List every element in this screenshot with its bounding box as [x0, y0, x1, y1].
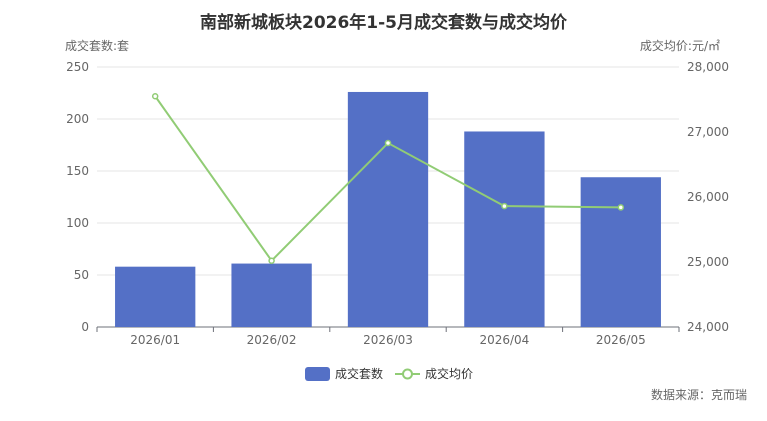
bar [464, 131, 545, 327]
y-tick-label-left: 50 [74, 268, 89, 282]
y-tick-label-left: 0 [81, 320, 89, 334]
bar [115, 266, 196, 327]
bar [347, 91, 429, 328]
y-tick-label-right: 26,000 [687, 190, 729, 204]
y-tick-label-right: 27,000 [687, 125, 729, 139]
legend-line-marker [402, 368, 413, 380]
y-tick-label-right: 25,000 [687, 255, 729, 269]
chart-title: 南部新城板块2026年1-5月成交套数与成交均价 [199, 13, 568, 33]
x-tick-label: 2026/03 [363, 333, 413, 347]
legend-bar-label: 成交套数 [335, 366, 383, 381]
y-tick-label-right: 28,000 [687, 60, 729, 74]
legend-line-label: 成交均价 [425, 366, 473, 381]
x-tick-label: 2026/02 [247, 333, 297, 347]
x-tick-label: 2026/05 [596, 333, 646, 347]
line-point [384, 139, 392, 147]
left-axis-unit: 成交套数:套 [65, 39, 130, 53]
line-point [268, 257, 275, 264]
line-point [151, 93, 159, 100]
y-tick-label-right: 24,000 [687, 320, 729, 334]
x-tick-label: 2026/01 [130, 333, 180, 347]
right-axis-unit: 成交均价:元/㎡ [639, 39, 720, 53]
bar [580, 177, 661, 327]
y-tick-label-left: 150 [66, 164, 89, 178]
x-tick-label: 2026/04 [479, 333, 529, 347]
y-tick-label-left: 200 [66, 112, 89, 126]
bar [231, 263, 312, 327]
line-point [617, 204, 625, 211]
line-point [501, 202, 508, 210]
data-source: 数据来源：克而瑞 [650, 388, 747, 402]
y-tick-label-left: 250 [66, 60, 89, 74]
legend-bar-swatch [305, 367, 330, 381]
y-tick-label-left: 100 [66, 216, 89, 230]
